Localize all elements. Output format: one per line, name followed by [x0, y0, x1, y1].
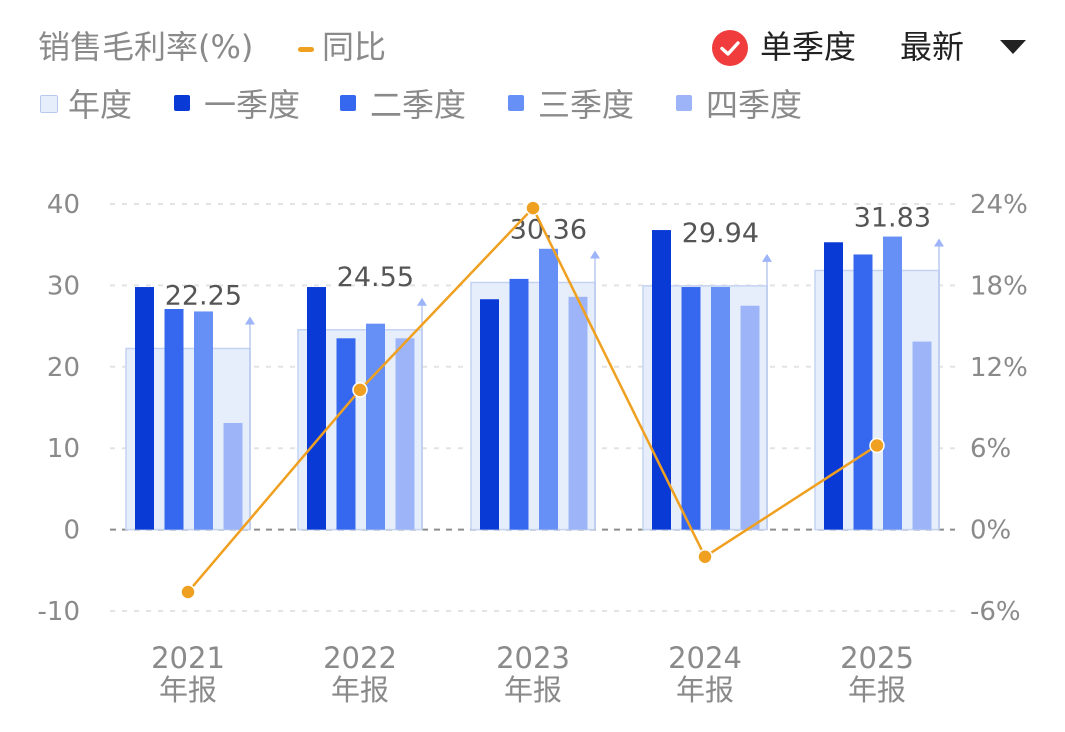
yoy-line-icon — [298, 46, 314, 52]
annual-data-label: 24.55 — [337, 262, 414, 293]
quarter-bar[interactable] — [883, 236, 902, 530]
chart-title: 销售毛利率(%) — [38, 28, 254, 66]
yoy-legend-label: 同比 — [322, 28, 387, 66]
legend-label: 二季度 — [370, 86, 467, 124]
x-tick-label: 年报 — [504, 673, 562, 707]
x-tick-label: 年报 — [159, 673, 217, 707]
yoy-point[interactable] — [180, 584, 196, 600]
quarter-bar[interactable] — [307, 287, 326, 530]
caret-down-icon[interactable] — [1000, 40, 1026, 54]
annual-marker-arrow — [245, 316, 255, 325]
annual-data-label: 22.25 — [165, 280, 242, 311]
annual-marker-arrow — [590, 250, 600, 259]
y-tick-label-right: -6% — [970, 597, 1021, 627]
y-tick-label-left: 10 — [47, 434, 80, 464]
legend-label: 三季度 — [538, 86, 635, 124]
quarter-bar[interactable] — [336, 338, 356, 530]
yoy-point[interactable] — [697, 548, 713, 565]
x-tick-label: 2024 — [668, 641, 742, 675]
x-tick-label: 2022 — [323, 641, 397, 675]
legend-label: 年度 — [68, 86, 133, 124]
legend-swatch-annual — [40, 95, 58, 113]
legend-swatch-q2 — [340, 95, 356, 111]
legend-swatch-q3 — [508, 95, 524, 111]
y-tick-label-left: 40 — [47, 190, 80, 220]
y-tick-label-left: 30 — [47, 271, 80, 301]
quarter-bar[interactable] — [135, 287, 154, 530]
annual-marker-arrow — [417, 297, 427, 306]
quarter-bar[interactable] — [194, 311, 213, 530]
y-tick-label-right: 12% — [970, 353, 1028, 383]
quarter-bar[interactable] — [681, 287, 701, 530]
yoy-legend[interactable]: 同比 — [298, 22, 386, 68]
y-tick-label-right: 18% — [970, 271, 1028, 301]
x-tick-label: 年报 — [676, 673, 734, 707]
quarter-bar[interactable] — [740, 305, 760, 530]
quarter-bar[interactable] — [509, 278, 529, 530]
checkmark-icon[interactable] — [712, 30, 748, 66]
quarter-bar[interactable] — [912, 341, 932, 530]
yoy-point[interactable] — [352, 382, 368, 398]
quarter-bar[interactable] — [711, 287, 730, 530]
quarter-bar[interactable] — [395, 338, 415, 530]
y-tick-label-left: 20 — [47, 353, 80, 383]
quarter-bar[interactable] — [853, 254, 873, 530]
quarter-bar[interactable] — [652, 230, 671, 530]
sort-dropdown[interactable]: 最新 — [900, 28, 965, 66]
legend-label: 四季度 — [706, 86, 803, 124]
y-tick-label-left: 0 — [63, 516, 80, 546]
annual-marker-arrow — [934, 238, 944, 247]
y-tick-label-right: 6% — [970, 434, 1011, 464]
y-tick-label-right: 24% — [970, 190, 1028, 220]
x-tick-label: 年报 — [331, 673, 389, 707]
x-tick-label: 2025 — [840, 641, 914, 675]
legend-swatch-q1 — [174, 95, 190, 111]
quarter-bar[interactable] — [480, 299, 499, 530]
annual-marker-arrow — [762, 253, 772, 262]
y-tick-label-right: 0% — [970, 516, 1011, 546]
annual-data-label: 29.94 — [682, 218, 759, 249]
quarter-bar[interactable] — [539, 248, 558, 530]
chart-header: 销售毛利率(%) 同比 单季度 最新 年度 一季度 二季度 三季度 四季度 — [0, 0, 1065, 130]
quarter-bar[interactable] — [824, 242, 843, 530]
single-quarter-label: 单季度 — [760, 28, 857, 66]
quarter-bar[interactable] — [568, 296, 588, 530]
quarter-bar[interactable] — [164, 309, 184, 530]
x-tick-label: 2023 — [496, 641, 570, 675]
quarter-bar[interactable] — [366, 323, 385, 530]
y-tick-label-left: -10 — [38, 597, 80, 627]
legend-swatch-q4 — [676, 95, 692, 111]
x-tick-label: 年报 — [848, 673, 906, 707]
yoy-point[interactable] — [869, 437, 885, 454]
quarter-bar[interactable] — [223, 422, 243, 530]
margin-chart: 40 24%30 18%20 12%10 6%0 0%-10 -6%22.252021年报2… — [38, 190, 1028, 707]
x-tick-label: 2021 — [151, 641, 225, 675]
annual-data-label: 31.83 — [854, 203, 931, 234]
legend-label: 一季度 — [204, 86, 301, 124]
yoy-point[interactable] — [525, 200, 541, 216]
